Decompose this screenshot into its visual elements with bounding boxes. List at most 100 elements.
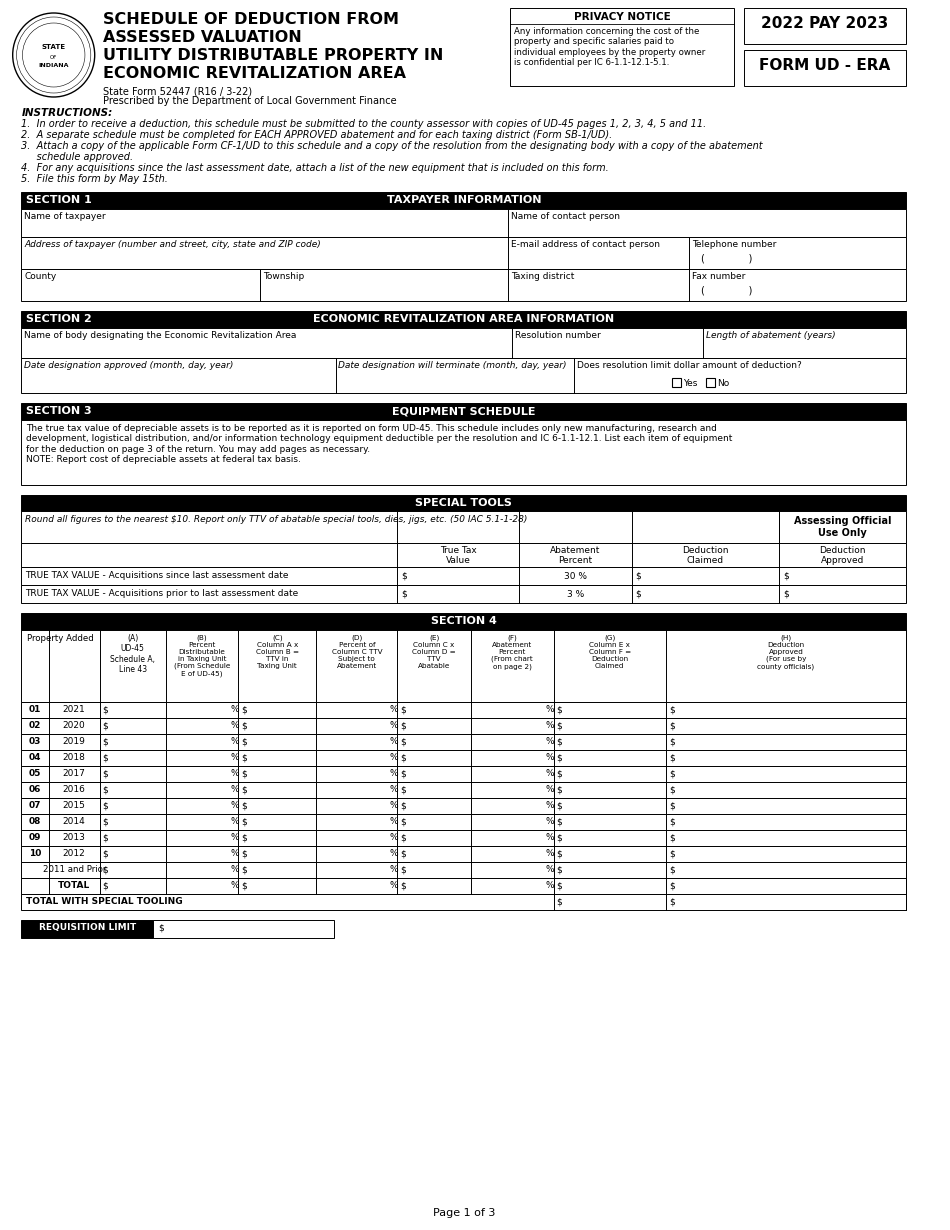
Bar bbox=[744, 50, 906, 86]
Text: $: $ bbox=[400, 865, 406, 875]
Text: 2.  A separate schedule must be completed for EACH APPROVED abatement and for ea: 2. A separate schedule must be completed… bbox=[22, 130, 613, 140]
Text: 09: 09 bbox=[28, 833, 42, 843]
Bar bbox=[22, 894, 906, 910]
Text: 2021: 2021 bbox=[63, 705, 86, 713]
Text: (H)
Deduction
Approved
(For use by
county officials): (H) Deduction Approved (For use by count… bbox=[757, 633, 814, 669]
Text: $: $ bbox=[241, 721, 247, 729]
Text: $: $ bbox=[669, 721, 674, 729]
Bar bbox=[22, 830, 906, 846]
Bar bbox=[22, 237, 906, 269]
Text: $: $ bbox=[557, 817, 562, 827]
Text: %: % bbox=[390, 705, 398, 713]
Text: %: % bbox=[546, 721, 555, 729]
Text: $: $ bbox=[557, 769, 562, 779]
Text: %: % bbox=[546, 849, 555, 859]
Text: $: $ bbox=[103, 705, 108, 713]
Text: Does resolution limit dollar amount of deduction?: Does resolution limit dollar amount of d… bbox=[578, 360, 802, 370]
Text: $: $ bbox=[557, 705, 562, 713]
Text: %: % bbox=[231, 881, 239, 891]
Text: %: % bbox=[231, 833, 239, 843]
Text: 02: 02 bbox=[28, 721, 42, 729]
Text: (A)
UD-45
Schedule A,
Line 43: (A) UD-45 Schedule A, Line 43 bbox=[110, 633, 155, 674]
Text: %: % bbox=[231, 801, 239, 811]
Text: %: % bbox=[231, 865, 239, 875]
Text: %: % bbox=[390, 737, 398, 747]
Text: %: % bbox=[390, 833, 398, 843]
Text: $: $ bbox=[557, 785, 562, 795]
Text: $: $ bbox=[636, 571, 641, 581]
Bar bbox=[22, 494, 906, 510]
Text: %: % bbox=[546, 737, 555, 747]
Bar bbox=[22, 311, 906, 328]
Text: $: $ bbox=[669, 737, 674, 747]
Text: UTILITY DISTRIBUTABLE PROPERTY IN: UTILITY DISTRIBUTABLE PROPERTY IN bbox=[103, 48, 443, 63]
Text: 07: 07 bbox=[28, 801, 42, 811]
Text: $: $ bbox=[241, 865, 247, 875]
Text: %: % bbox=[546, 753, 555, 763]
Text: $: $ bbox=[400, 753, 406, 763]
Text: 2013: 2013 bbox=[63, 833, 86, 843]
Text: schedule approved.: schedule approved. bbox=[22, 153, 134, 162]
Text: %: % bbox=[231, 817, 239, 827]
Text: 3 %: 3 % bbox=[567, 590, 584, 599]
Text: 5.  File this form by May 15th.: 5. File this form by May 15th. bbox=[22, 173, 168, 184]
Text: %: % bbox=[546, 881, 555, 891]
Text: FORM UD - ERA: FORM UD - ERA bbox=[759, 58, 891, 73]
Text: Length of abatement (years): Length of abatement (years) bbox=[706, 331, 835, 339]
Text: %: % bbox=[546, 817, 555, 827]
Text: $: $ bbox=[669, 833, 674, 843]
Text: ECONOMIC REVITALIZATION AREA INFORMATION: ECONOMIC REVITALIZATION AREA INFORMATION bbox=[314, 314, 615, 323]
Text: PRIVACY NOTICE: PRIVACY NOTICE bbox=[574, 12, 671, 22]
Bar bbox=[22, 630, 906, 702]
Text: Abatement
Percent: Abatement Percent bbox=[550, 546, 600, 566]
Text: $: $ bbox=[669, 705, 674, 713]
Text: $: $ bbox=[241, 849, 247, 859]
Bar bbox=[22, 702, 906, 718]
Text: $: $ bbox=[241, 753, 247, 763]
Text: $: $ bbox=[669, 881, 674, 891]
Text: $: $ bbox=[241, 769, 247, 779]
Text: %: % bbox=[231, 737, 239, 747]
Bar bbox=[22, 734, 906, 750]
Text: $: $ bbox=[669, 897, 674, 907]
Text: 01: 01 bbox=[28, 705, 42, 713]
Text: SECTION 2: SECTION 2 bbox=[27, 314, 92, 323]
Text: No: No bbox=[717, 379, 730, 387]
Text: County: County bbox=[25, 272, 57, 280]
Text: $: $ bbox=[557, 881, 562, 891]
Text: Name of body designating the Economic Revitalization Area: Name of body designating the Economic Re… bbox=[25, 331, 296, 339]
Text: %: % bbox=[390, 769, 398, 779]
Text: $: $ bbox=[400, 833, 406, 843]
Bar bbox=[706, 378, 715, 387]
Text: Yes: Yes bbox=[683, 379, 697, 387]
Text: $: $ bbox=[400, 785, 406, 795]
Text: $: $ bbox=[241, 881, 247, 891]
Bar bbox=[22, 613, 906, 630]
Text: $: $ bbox=[400, 721, 406, 729]
Text: 2014: 2014 bbox=[63, 817, 86, 827]
Text: 2017: 2017 bbox=[63, 769, 86, 779]
Text: ECONOMIC REVITALIZATION AREA: ECONOMIC REVITALIZATION AREA bbox=[103, 66, 406, 81]
Text: $: $ bbox=[241, 833, 247, 843]
Bar bbox=[22, 766, 906, 782]
Text: EQUIPMENT SCHEDULE: EQUIPMENT SCHEDULE bbox=[392, 406, 536, 416]
Text: (G)
Column E x
Column F =
Deduction
Claimed: (G) Column E x Column F = Deduction Clai… bbox=[589, 633, 631, 668]
Text: $: $ bbox=[557, 737, 562, 747]
Text: %: % bbox=[231, 785, 239, 795]
Text: $: $ bbox=[401, 571, 407, 581]
Text: %: % bbox=[231, 753, 239, 763]
Text: (D)
Percent of
Column C TTV
Subject to
Abatement: (D) Percent of Column C TTV Subject to A… bbox=[332, 633, 382, 668]
Text: $: $ bbox=[400, 705, 406, 713]
Text: %: % bbox=[390, 865, 398, 875]
Text: Address of taxpayer (number and street, city, state and ZIP code): Address of taxpayer (number and street, … bbox=[25, 240, 321, 248]
Bar bbox=[22, 403, 906, 419]
Text: $: $ bbox=[401, 589, 407, 598]
Text: %: % bbox=[546, 801, 555, 811]
Text: %: % bbox=[546, 833, 555, 843]
Text: $: $ bbox=[669, 801, 674, 811]
Text: %: % bbox=[390, 753, 398, 763]
Text: STATE: STATE bbox=[42, 44, 66, 50]
Text: REQUISITION LIMIT: REQUISITION LIMIT bbox=[39, 922, 136, 932]
Text: TRUE TAX VALUE - Acquisitions since last assessment date: TRUE TAX VALUE - Acquisitions since last… bbox=[26, 571, 289, 581]
Text: 2020: 2020 bbox=[63, 721, 86, 729]
